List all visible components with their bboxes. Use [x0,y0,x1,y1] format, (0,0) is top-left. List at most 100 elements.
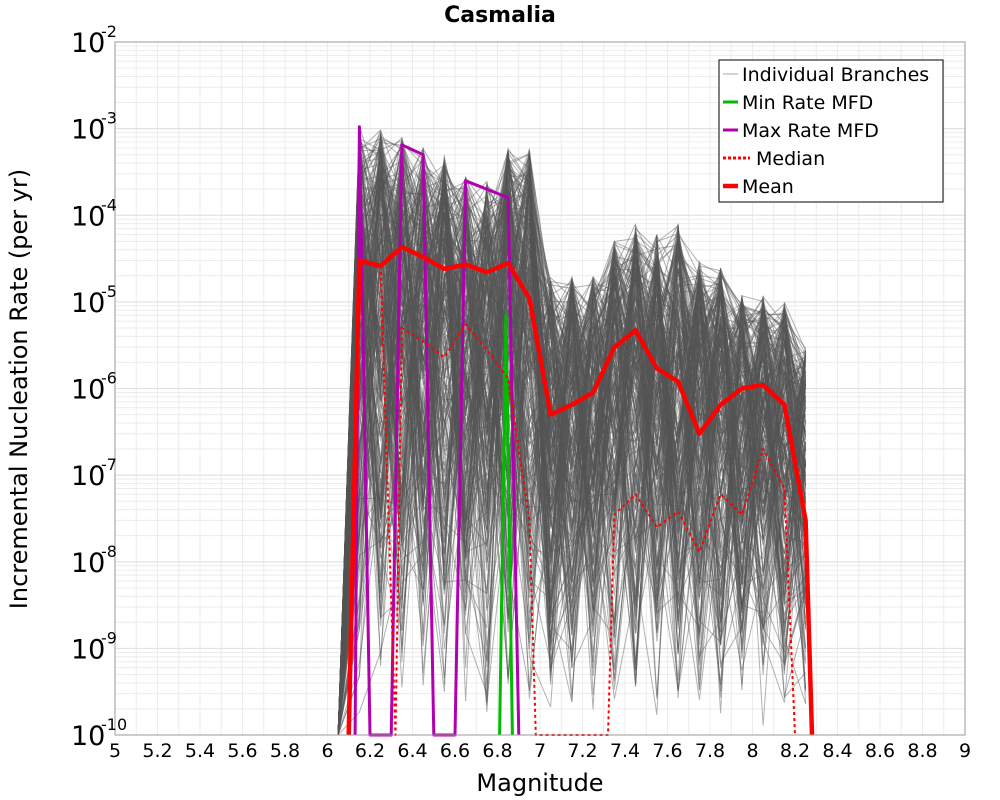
branch-line [337,133,807,736]
branch-line [337,199,806,736]
y-tick-exponent: -2 [101,22,117,41]
branch-line [337,129,806,736]
x-tick-label: 5.8 [270,740,300,762]
x-tick-label: 6.8 [482,740,512,762]
branch-line [337,138,807,736]
branch-line [337,157,807,736]
y-tick-labels: 10-210-310-410-510-610-710-810-910-10 [71,22,127,752]
branch-line [337,173,807,736]
branch-line [337,194,806,736]
branch-line [337,141,807,736]
series-line-min-rate-mfd [498,313,514,736]
branch-line [337,154,807,736]
branch-line [337,211,807,736]
branch-line [337,179,806,736]
branch-line [337,153,807,736]
branch-line [337,165,807,736]
x-tick-label: 5.2 [142,740,172,762]
branch-line [337,250,807,736]
x-tick-label: 7.2 [567,740,597,762]
branch-line [337,179,806,736]
branch-line [337,208,807,736]
branch-line [337,156,807,736]
branch-line [337,150,807,736]
branch-line [337,160,807,736]
branch-line [337,178,807,736]
branch-line [337,151,807,736]
branch-line [337,170,806,736]
branch-line [337,188,806,736]
branch-line [337,168,807,736]
branch-line [337,144,807,736]
branch-line [337,137,807,736]
branch-line [337,172,806,736]
branch-line [337,143,807,736]
branch-line [337,179,807,736]
branch-line [337,150,807,736]
branch-line [337,219,807,736]
branch-line [337,157,807,736]
branch-line [337,159,807,736]
branch-line [337,154,807,736]
branch-line [337,163,807,736]
branch-line [337,198,807,736]
branch-line [337,137,807,736]
branch-line [337,192,806,736]
x-tick-label: 7.8 [695,740,725,762]
branch-line [337,153,806,736]
branch-line [337,152,807,736]
branch-line [337,168,807,736]
branch-line [337,161,807,736]
branch-line [337,154,807,736]
branch-line [337,170,807,736]
branch-line [337,160,807,736]
legend-box [718,59,944,203]
branch-line [337,155,807,736]
series-line-max-rate-mfd [353,125,521,737]
branch-line [337,201,807,736]
branch-line [337,142,807,736]
branch-line [337,202,807,736]
y-tick-exponent: -10 [101,715,127,734]
y-tick-exponent: -3 [101,109,117,128]
branch-line [337,161,807,736]
branch-line [337,167,807,736]
x-tick-label: 8.4 [822,740,852,762]
branch-line [337,164,807,736]
branch-line [337,142,807,736]
x-tick-label: 6.2 [355,740,385,762]
branch-line [337,151,806,736]
branch-line [337,188,807,736]
branch-line [337,162,806,736]
branch-line [337,176,807,736]
branch-line [337,155,807,736]
branch-line [337,212,807,736]
branch-line [337,150,806,736]
branch-line [337,184,807,736]
branch-line [337,224,807,736]
x-tick-label: 6.6 [440,740,470,762]
chart-title: Casmalia [444,3,556,28]
branch-line [337,162,807,736]
branch-line [337,155,807,736]
branch-line [337,136,807,736]
branch-line [337,185,807,736]
x-tick-label: 8.8 [907,740,937,762]
branch-line [337,272,807,736]
branch-line [337,147,807,736]
branch-line [337,169,807,736]
legend: Individual Branches Min Rate MFD Max Rate … [718,59,944,203]
branch-line [337,220,807,736]
branch-line [337,149,807,736]
branch-line [337,161,807,736]
branch-line [337,153,807,736]
branch-line [337,172,807,736]
branch-line [337,131,806,736]
branch-line [337,129,807,736]
branch-line [337,143,807,736]
branch-line [337,169,807,736]
branch-line [337,141,807,736]
x-tick-labels: 5 5.2 5.4 5.6 5.8 6 6.2 6.4 6.6 6.8 7 7.2 7.4 7.6 7.8 8… [109,740,971,762]
branch-line [337,237,806,736]
branch-line [337,157,807,736]
